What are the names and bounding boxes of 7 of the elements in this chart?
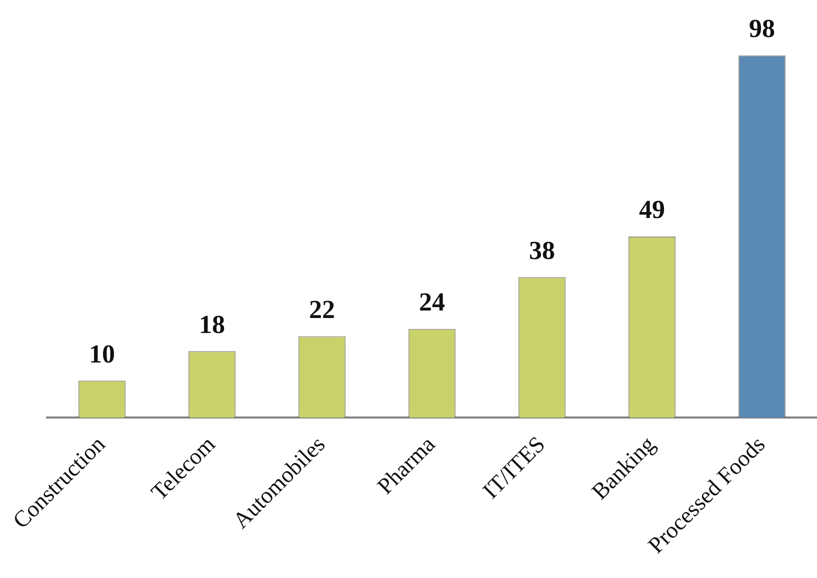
- data-label: 49: [639, 195, 665, 224]
- data-label: 38: [529, 236, 555, 265]
- data-label: 10: [89, 339, 115, 368]
- data-label: 24: [419, 288, 445, 317]
- data-label: 22: [309, 295, 335, 324]
- data-label: 98: [749, 14, 775, 44]
- data-label: 18: [199, 310, 225, 339]
